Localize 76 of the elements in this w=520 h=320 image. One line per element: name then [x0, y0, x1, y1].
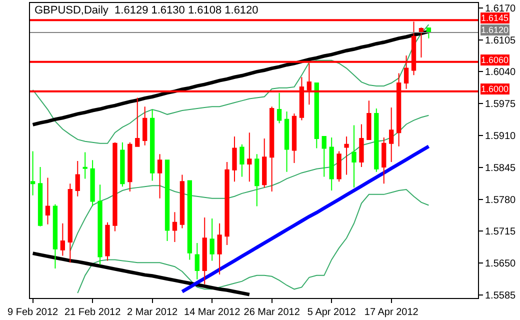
candlestick — [164, 160, 170, 242]
candlestick — [52, 204, 58, 270]
candlestick — [194, 242, 200, 280]
line-series — [180, 144, 430, 294]
candlestick — [112, 142, 118, 232]
candlestick — [187, 180, 192, 260]
candlestick — [292, 112, 297, 164]
ref-line-label: 1.6145 — [481, 13, 509, 23]
candlestick — [90, 160, 95, 207]
line-series — [32, 24, 430, 144]
candlestick — [336, 150, 342, 182]
candlestick — [382, 136, 386, 184]
line-series — [77, 189, 430, 294]
candlestick — [352, 124, 356, 188]
x-tick-label: 21 Feb 2012 — [64, 307, 122, 318]
candlestick — [284, 110, 290, 172]
candlestick — [270, 106, 274, 192]
candlestick — [68, 183, 72, 264]
line-series — [31, 252, 252, 296]
candlestick — [344, 136, 349, 176]
x-tick-label: 5 Apr 2012 — [307, 307, 356, 318]
y-tick-label: 1.6040 — [485, 67, 516, 78]
y-tick-label: 1.5845 — [485, 162, 516, 174]
chart-title: GBPUSD,Daily 1.6129 1.6130 1.6108 1.6120 — [34, 4, 258, 17]
y-tick-label: 1.6105 — [485, 35, 516, 46]
ref-line-label: 1.6060 — [481, 55, 509, 65]
candlestick — [82, 152, 88, 180]
candlestick — [366, 100, 372, 140]
candlestick — [322, 136, 326, 178]
candlestick — [262, 138, 267, 188]
candlestick — [240, 144, 244, 178]
candlestick — [202, 217, 207, 285]
candlestick — [247, 132, 252, 182]
ref-line-label: 1.6000 — [481, 84, 509, 94]
y-tick-label: 1.5585 — [485, 290, 516, 302]
x-tick-label: 26 Mar 2012 — [244, 307, 300, 318]
candlestick — [60, 222, 66, 256]
line-series — [70, 114, 430, 252]
candlestick — [359, 124, 364, 168]
candlestick — [150, 109, 155, 182]
candlestick — [98, 184, 102, 266]
x-tick-label: 17 Apr 2012 — [364, 307, 419, 318]
candlestick — [389, 107, 394, 163]
candlestick — [45, 177, 50, 225]
candlestick — [75, 160, 80, 197]
candlestick — [254, 154, 260, 207]
candlestick — [120, 142, 125, 188]
y-tick-label: 1.6170 — [485, 3, 516, 14]
candlestick — [217, 222, 222, 275]
candlestick — [105, 222, 110, 262]
ref-line-label: 1.6120 — [481, 25, 509, 35]
candlestick — [210, 218, 214, 262]
candlestick — [128, 142, 132, 192]
y-tick-label: 1.5780 — [485, 194, 516, 206]
line-series — [31, 30, 430, 126]
x-tick-label: 9 Feb 2012 — [7, 307, 59, 318]
candlestick — [224, 162, 230, 246]
candlestick — [276, 92, 282, 124]
candlestick — [172, 212, 178, 243]
candlestick — [418, 27, 424, 58]
candlestick — [142, 106, 148, 146]
candlestick — [232, 136, 237, 182]
y-tick-label: 1.5715 — [485, 226, 516, 238]
candlestick — [157, 154, 162, 199]
candlestick — [30, 150, 36, 196]
y-tick-label: 1.5975 — [485, 99, 516, 110]
y-tick-label: 1.5910 — [485, 131, 516, 142]
candlestick — [374, 108, 379, 172]
x-tick-label: 14 Mar 2012 — [184, 307, 241, 318]
candlestick — [38, 166, 43, 227]
x-tick-label: 2 Mar 2012 — [127, 307, 178, 318]
candlestick — [329, 136, 334, 191]
y-tick-label: 1.5650 — [485, 258, 516, 270]
candlestick — [135, 97, 140, 147]
candlestick — [180, 174, 185, 229]
candlestick — [314, 82, 319, 149]
